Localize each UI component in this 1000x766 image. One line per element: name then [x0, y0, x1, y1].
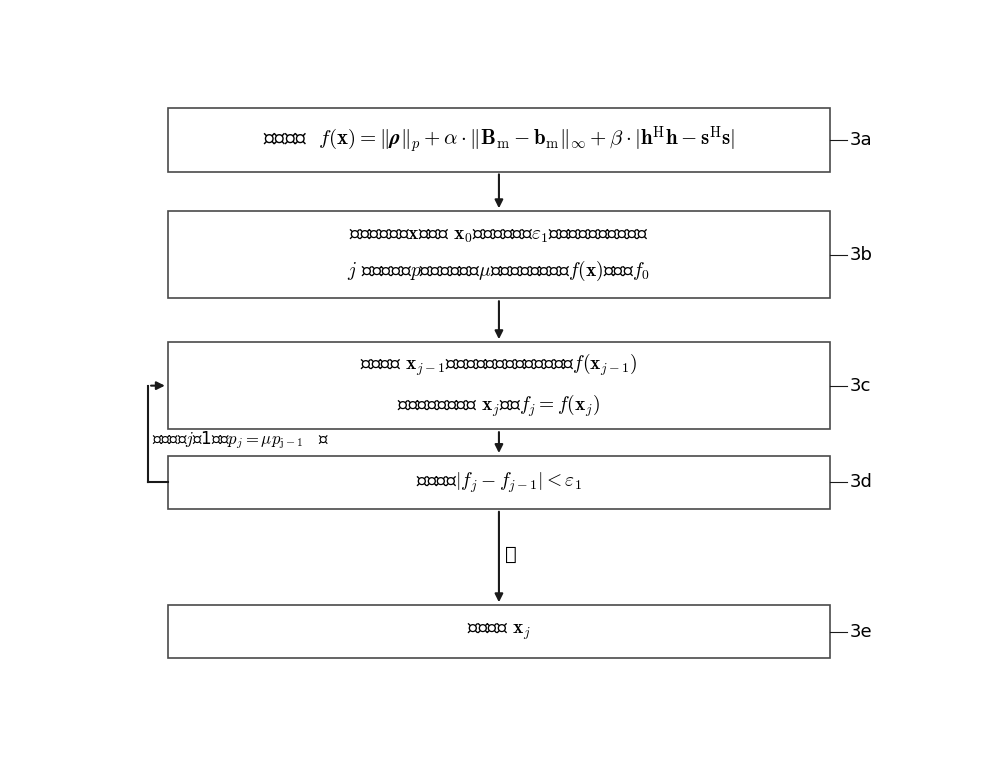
Text: 设置所述向量$\mathbf{x}$的初值 $\mathbf{x}_0$、最小下降量$\varepsilon_1$的初值、以及迭代次数
$j$ 的值、范数$p$: 设置所述向量$\mathbf{x}$的初值 $\mathbf{x}_0$、最小下… [347, 226, 650, 283]
Bar [168, 605, 830, 658]
Text: 3e: 3e [850, 623, 872, 640]
Bar [168, 108, 830, 172]
Text: 迭代次数$j$加1；且$p_j=\mu p_{\mathrm{j-1}}$   否: 迭代次数$j$加1；且$p_j=\mu p_{\mathrm{j-1}}$ 否 [152, 429, 330, 450]
Text: 使用向量 $\mathbf{x}_{j-1}$作为初始值；通过最小化函数$f(\mathbf{x}_{j-1})$
求得优化结果向量 $\mathbf{x}_j: 使用向量 $\mathbf{x}_{j-1}$作为初始值；通过最小化函数$f(\… [360, 352, 638, 420]
Bar [168, 211, 830, 298]
Bar [168, 342, 830, 429]
Text: 3c: 3c [850, 377, 871, 394]
Text: 3d: 3d [850, 473, 872, 491]
Text: 3b: 3b [850, 246, 873, 264]
Text: 是: 是 [505, 545, 516, 564]
Text: 输出向量 $\mathbf{x}_j$: 输出向量 $\mathbf{x}_j$ [467, 621, 531, 643]
Text: 3a: 3a [850, 131, 872, 149]
Text: 判断是否$|f_j-f_{j-1}|<\varepsilon_1$: 判断是否$|f_j-f_{j-1}|<\varepsilon_1$ [416, 470, 582, 495]
Bar [168, 456, 830, 509]
Text: 定义函数  $f(\mathbf{x})=\|\boldsymbol{\rho}\|_p+\alpha\cdot\|\mathbf{B}_\mathrm{m}-: 定义函数 $f(\mathbf{x})=\|\boldsymbol{\rho}\… [263, 124, 735, 155]
